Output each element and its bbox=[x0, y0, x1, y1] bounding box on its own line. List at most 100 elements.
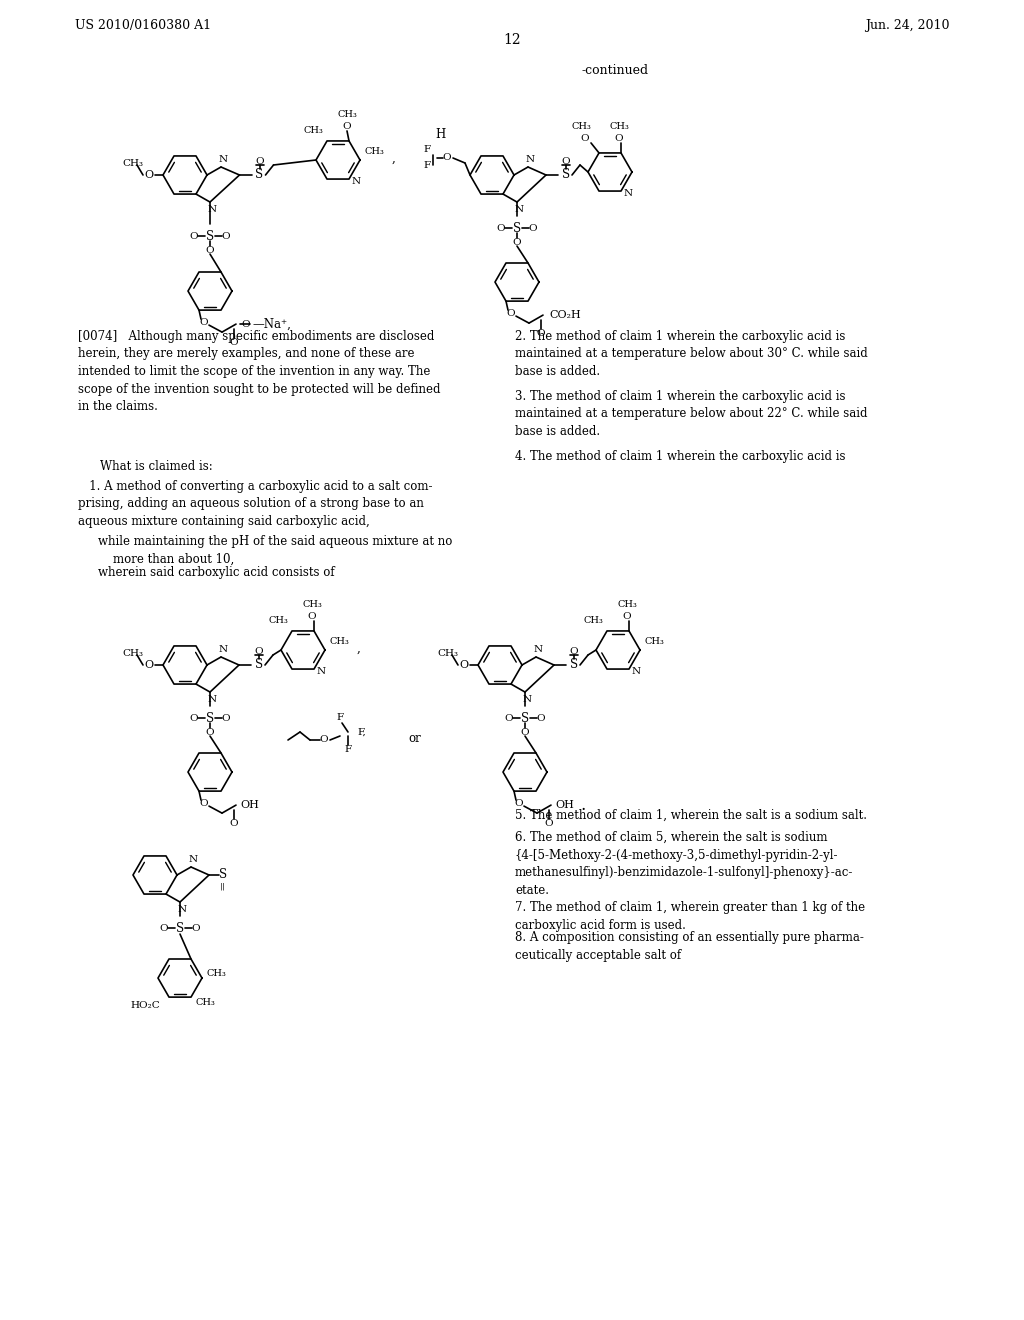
Text: CH₃: CH₃ bbox=[195, 998, 215, 1007]
Text: S: S bbox=[255, 659, 263, 672]
Text: O: O bbox=[614, 135, 624, 144]
Text: CH₃: CH₃ bbox=[571, 123, 591, 132]
Text: 7. The method of claim 1, wherein greater than 1 kg of the
carboxylic acid form : 7. The method of claim 1, wherein greate… bbox=[515, 902, 865, 932]
Text: O: O bbox=[343, 123, 351, 132]
Text: H: H bbox=[435, 128, 445, 141]
Text: CH₃: CH₃ bbox=[337, 111, 357, 119]
Text: N: N bbox=[624, 189, 633, 198]
Text: O: O bbox=[221, 231, 230, 240]
Text: O: O bbox=[255, 157, 264, 165]
Text: N: N bbox=[177, 904, 186, 913]
Text: O: O bbox=[497, 223, 505, 232]
Text: O: O bbox=[507, 309, 515, 318]
Text: O: O bbox=[144, 170, 154, 180]
Text: N: N bbox=[632, 667, 641, 676]
Text: ,: , bbox=[357, 642, 360, 655]
Text: .: . bbox=[581, 796, 586, 813]
Text: O: O bbox=[189, 714, 199, 722]
Text: O: O bbox=[319, 735, 329, 744]
Text: S: S bbox=[521, 711, 529, 725]
Text: S: S bbox=[562, 169, 570, 181]
Text: CH₃: CH₃ bbox=[329, 638, 349, 647]
Text: 8. A composition consisting of an essentially pure pharma-
ceutically acceptable: 8. A composition consisting of an essent… bbox=[515, 931, 864, 961]
Text: -continued: -continued bbox=[582, 63, 648, 77]
Text: S: S bbox=[513, 222, 521, 235]
Text: 3. The method of claim 1 wherein the carboxylic acid is
maintained at a temperat: 3. The method of claim 1 wherein the car… bbox=[515, 389, 867, 438]
Text: Jun. 24, 2010: Jun. 24, 2010 bbox=[865, 18, 950, 32]
Text: S: S bbox=[176, 921, 184, 935]
Text: S: S bbox=[206, 711, 214, 725]
Text: O: O bbox=[191, 924, 201, 932]
Text: F: F bbox=[424, 161, 430, 169]
Text: O: O bbox=[229, 818, 239, 828]
Text: wherein said carboxylic acid consists of: wherein said carboxylic acid consists of bbox=[98, 566, 335, 579]
Text: CO₂H: CO₂H bbox=[549, 310, 581, 321]
Text: O: O bbox=[206, 246, 214, 255]
Text: N: N bbox=[525, 156, 535, 165]
Text: CH₃: CH₃ bbox=[302, 601, 322, 610]
Text: CH₃: CH₃ bbox=[123, 648, 143, 657]
Text: OH: OH bbox=[241, 800, 259, 810]
Text: O: O bbox=[581, 135, 590, 144]
Text: O: O bbox=[520, 727, 529, 737]
Text: CH₃: CH₃ bbox=[644, 638, 664, 647]
Text: N: N bbox=[218, 645, 227, 655]
Text: O: O bbox=[515, 799, 523, 808]
Text: O: O bbox=[160, 924, 168, 932]
Text: CH₃: CH₃ bbox=[365, 148, 384, 157]
Text: CH₃: CH₃ bbox=[609, 123, 629, 132]
Text: N: N bbox=[218, 156, 227, 165]
Text: O: O bbox=[537, 714, 546, 722]
Text: US 2010/0160380 A1: US 2010/0160380 A1 bbox=[75, 18, 211, 32]
Text: F,: F, bbox=[357, 727, 367, 737]
Text: O: O bbox=[229, 338, 239, 347]
Text: —Na⁺,: —Na⁺, bbox=[253, 318, 292, 330]
Text: O: O bbox=[255, 647, 263, 656]
Text: CH₃: CH₃ bbox=[206, 969, 226, 978]
Text: 6. The method of claim 5, wherein the salt is sodium
{4-[5-Methoxy-2-(4-methoxy-: 6. The method of claim 5, wherein the sa… bbox=[515, 832, 853, 896]
Text: F: F bbox=[424, 145, 430, 154]
Text: OH: OH bbox=[556, 800, 574, 810]
Text: S: S bbox=[570, 659, 579, 672]
Text: CH₃: CH₃ bbox=[268, 616, 288, 626]
Text: N: N bbox=[522, 694, 531, 704]
Text: N: N bbox=[208, 694, 216, 704]
Text: 2. The method of claim 1 wherein the carboxylic acid is
maintained at a temperat: 2. The method of claim 1 wherein the car… bbox=[515, 330, 867, 378]
Text: N: N bbox=[534, 645, 543, 655]
Text: N: N bbox=[316, 667, 326, 676]
Text: O: O bbox=[545, 818, 553, 828]
Text: O: O bbox=[200, 799, 208, 808]
Text: HO₂C: HO₂C bbox=[130, 1001, 160, 1010]
Text: O: O bbox=[206, 727, 214, 737]
Text: CH₃: CH₃ bbox=[583, 616, 603, 626]
Text: ||: || bbox=[220, 883, 226, 891]
Text: N: N bbox=[351, 177, 360, 186]
Text: O: O bbox=[442, 153, 452, 162]
Text: O: O bbox=[623, 612, 632, 622]
Text: N: N bbox=[208, 205, 216, 214]
Text: O: O bbox=[307, 612, 316, 622]
Text: S: S bbox=[206, 230, 214, 243]
Text: O: O bbox=[460, 660, 469, 671]
Text: CH₃: CH₃ bbox=[303, 127, 323, 136]
Text: 4. The method of claim 1 wherein the carboxylic acid is: 4. The method of claim 1 wherein the car… bbox=[515, 450, 846, 463]
Text: 1. A method of converting a carboxylic acid to a salt com-
prising, adding an aq: 1. A method of converting a carboxylic a… bbox=[78, 480, 432, 528]
Text: O: O bbox=[513, 238, 521, 247]
Text: F: F bbox=[344, 746, 351, 755]
Text: S: S bbox=[255, 169, 263, 181]
Text: S: S bbox=[219, 869, 227, 882]
Text: O: O bbox=[569, 647, 579, 656]
Text: N: N bbox=[514, 205, 523, 214]
Text: O: O bbox=[242, 319, 250, 329]
Text: ,: , bbox=[392, 152, 396, 165]
Text: 12: 12 bbox=[503, 33, 521, 48]
Text: O: O bbox=[537, 329, 546, 338]
Text: CH₃: CH₃ bbox=[617, 601, 637, 610]
Text: while maintaining the pH of the said aqueous mixture at no
    more than about 1: while maintaining the pH of the said aqu… bbox=[98, 535, 453, 565]
Text: F: F bbox=[337, 714, 344, 722]
Text: O: O bbox=[505, 714, 513, 722]
Text: O: O bbox=[562, 157, 570, 165]
Text: CH₃: CH₃ bbox=[123, 158, 143, 168]
Text: O: O bbox=[200, 318, 208, 326]
Text: What is claimed is:: What is claimed is: bbox=[100, 459, 213, 473]
